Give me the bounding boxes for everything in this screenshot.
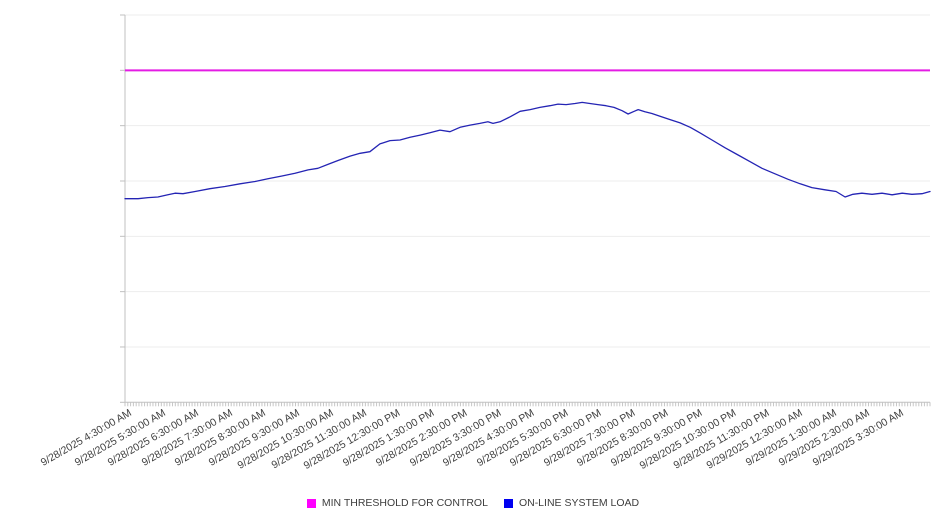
legend-swatch-blue-icon [503, 498, 513, 508]
legend-item-min-threshold: MIN THRESHOLD FOR CONTROL [306, 497, 488, 509]
chart-legend: MIN THRESHOLD FOR CONTROL ON-LINE SYSTEM… [0, 497, 946, 509]
legend-label-min-threshold: MIN THRESHOLD FOR CONTROL [321, 497, 488, 509]
legend-label-online-load: ON-LINE SYSTEM LOAD [518, 497, 640, 509]
legend-item-online-load: ON-LINE SYSTEM LOAD [503, 497, 640, 509]
online-system-load-line [124, 101, 931, 200]
legend-swatch-magenta-icon [306, 498, 316, 508]
